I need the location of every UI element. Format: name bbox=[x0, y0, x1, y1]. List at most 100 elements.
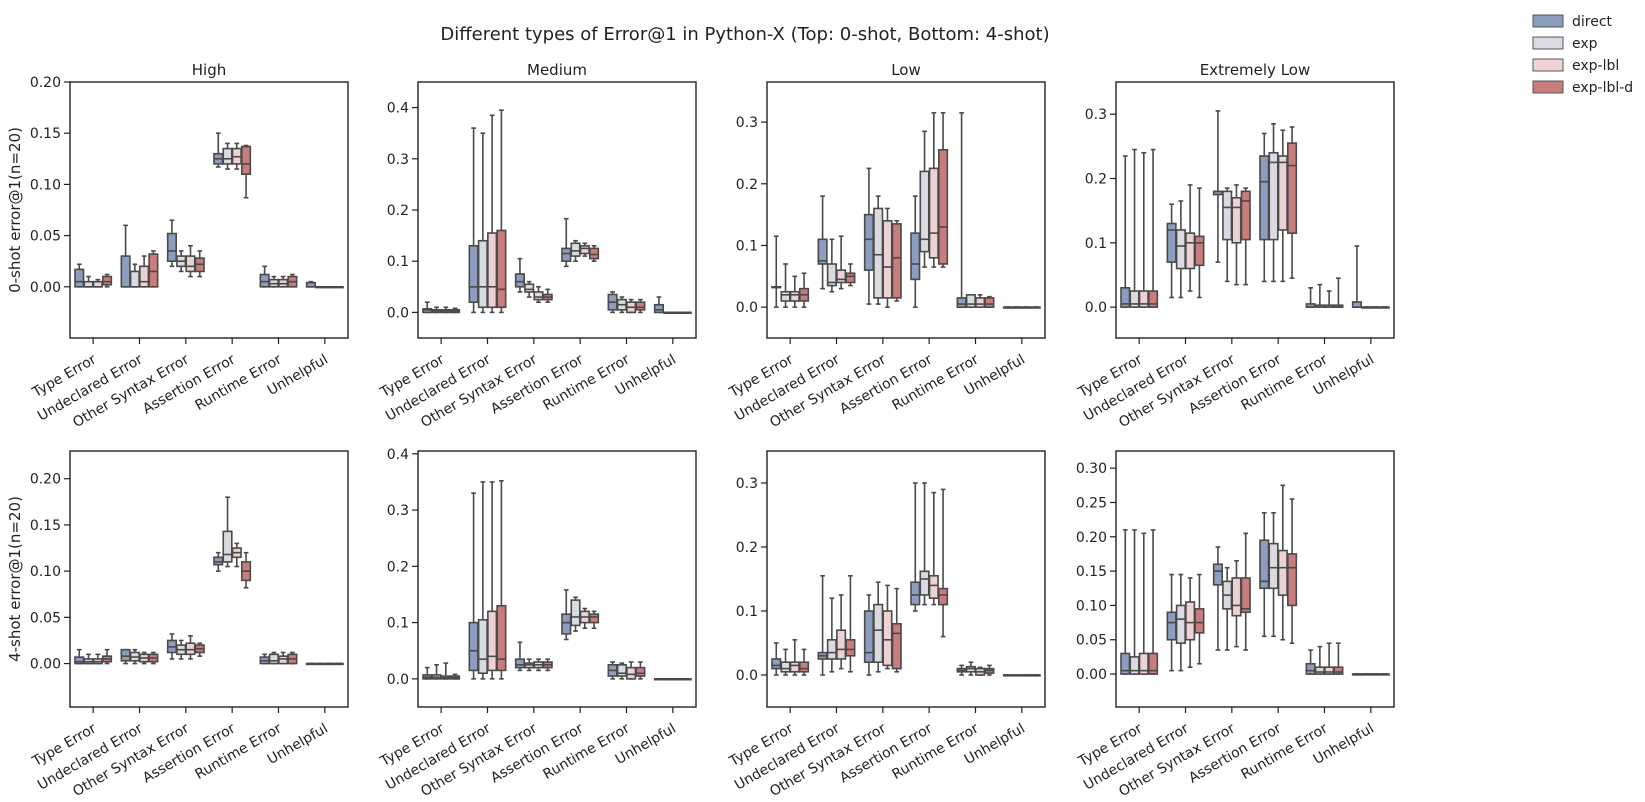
box-exp-type-error bbox=[1129, 529, 1140, 675]
box-exp-lbl-undeclared-error bbox=[139, 651, 150, 665]
box-exp-lbl-assertion-error-iqr bbox=[1277, 155, 1288, 231]
y-axis-label: 0-shot error@1(n=20) bbox=[6, 127, 24, 293]
box-exp-lbl-undeclared-error-iqr bbox=[487, 232, 498, 309]
box-exp-lbl-type-error bbox=[789, 638, 800, 676]
box-exp-lbl-other-syntax-error-iqr bbox=[1231, 577, 1242, 617]
box-exp-lbl-d-type-error bbox=[102, 273, 113, 288]
box-exp-lbl-type-error bbox=[440, 662, 451, 680]
box-exp-lbl-d-runtime-error bbox=[984, 295, 995, 308]
box-exp-type-error bbox=[1129, 148, 1140, 308]
box-exp-lbl-d-other-syntax-error bbox=[542, 658, 553, 672]
y-tick-label: 0.4 bbox=[387, 101, 409, 117]
box-exp-lbl-assertion-error-iqr bbox=[928, 574, 939, 599]
box-exp-unhelpful bbox=[663, 311, 674, 314]
box-exp-lbl-d-undeclared-error-iqr bbox=[148, 253, 159, 288]
box-exp-lbl-d-unhelpful bbox=[681, 311, 692, 314]
box-exp-lbl-d-assertion-error bbox=[241, 144, 252, 199]
box-exp-lbl-d-undeclared-error-iqr bbox=[1194, 608, 1205, 634]
box-exp-lbl-unhelpful bbox=[1370, 306, 1381, 309]
box-exp-lbl-d-type-error bbox=[450, 673, 461, 680]
box-direct-type-error bbox=[422, 666, 433, 680]
box-exp-lbl-other-syntax-error-iqr bbox=[882, 219, 893, 299]
box-exp-unhelpful bbox=[315, 285, 326, 289]
box-exp-runtime-error bbox=[1314, 645, 1325, 675]
box-exp-lbl-unhelpful bbox=[324, 285, 335, 289]
y-tick-label: 0.2 bbox=[387, 203, 409, 219]
box-direct-type-error bbox=[771, 235, 782, 308]
box-exp-lbl-undeclared-error-iqr bbox=[1185, 232, 1196, 270]
box-exp-unhelpful bbox=[1361, 673, 1372, 676]
legend-label-direct: direct bbox=[1572, 14, 1613, 30]
box-exp-lbl-undeclared-error bbox=[487, 481, 498, 680]
box-direct-type-error-iqr bbox=[74, 268, 85, 288]
box-exp-runtime-error bbox=[616, 296, 627, 314]
box-exp-lbl-d-undeclared-error bbox=[1194, 187, 1205, 299]
box-exp-assertion-error-iqr bbox=[919, 570, 930, 596]
box-exp-undeclared-error bbox=[477, 132, 488, 314]
box-exp-lbl-d-assertion-error bbox=[938, 112, 949, 268]
box-exp-lbl-type-error bbox=[92, 653, 103, 665]
y-tick-label: 0.3 bbox=[736, 476, 758, 492]
box-exp-lbl-runtime-error bbox=[975, 294, 986, 308]
box-direct-runtime-error bbox=[607, 291, 618, 314]
box-exp-lbl-d-undeclared-error bbox=[496, 109, 507, 314]
box-direct-other-syntax-error-iqr bbox=[514, 658, 525, 669]
box-direct-type-error bbox=[422, 301, 433, 314]
box-exp-lbl-undeclared-error-iqr bbox=[1185, 601, 1196, 641]
box-exp-lbl-assertion-error bbox=[1277, 129, 1288, 283]
box-exp-type-error bbox=[83, 275, 94, 288]
y-tick-label: 0.15 bbox=[1076, 564, 1107, 580]
box-exp-lbl-d-assertion-error-iqr bbox=[1287, 142, 1298, 234]
axes-frame bbox=[69, 81, 349, 339]
box-direct-assertion-error-iqr bbox=[910, 581, 921, 606]
box-direct-undeclared-error-iqr bbox=[817, 238, 828, 265]
y-tick-label: 0.10 bbox=[30, 177, 61, 193]
y-tick-label: 0.00 bbox=[1076, 667, 1107, 683]
box-exp-lbl-d-other-syntax-error bbox=[891, 219, 902, 302]
box-direct-undeclared-error-iqr bbox=[120, 255, 131, 288]
box-exp-lbl-assertion-error bbox=[579, 607, 590, 630]
box-direct-assertion-error-iqr bbox=[910, 232, 921, 281]
box-exp-lbl-unhelpful bbox=[1021, 306, 1032, 309]
box-direct-assertion-error bbox=[910, 482, 921, 612]
box-exp-type-error-iqr bbox=[780, 661, 791, 673]
box-exp-lbl-d-undeclared-error-iqr bbox=[496, 229, 507, 309]
box-direct-undeclared-error bbox=[1166, 203, 1177, 299]
y-tick-label: 0.15 bbox=[30, 518, 61, 534]
box-direct-undeclared-error bbox=[120, 648, 131, 665]
box-direct-other-syntax-error bbox=[863, 594, 874, 676]
box-exp-undeclared-error bbox=[477, 481, 488, 680]
axes-frame bbox=[1115, 450, 1395, 708]
box-exp-lbl-assertion-error-iqr bbox=[928, 167, 939, 259]
box-exp-lbl-unhelpful bbox=[1021, 674, 1032, 677]
box-exp-lbl-runtime-error-iqr bbox=[1324, 666, 1335, 675]
box-exp-lbl-d-runtime-error bbox=[635, 661, 646, 680]
box-direct-unhelpful bbox=[653, 296, 664, 314]
box-exp-lbl-d-type-error-iqr bbox=[102, 275, 113, 286]
box-exp-lbl-d-undeclared-error bbox=[148, 250, 159, 288]
box-exp-assertion-error bbox=[570, 239, 581, 263]
box-exp-lbl-assertion-error bbox=[1277, 484, 1288, 641]
box-direct-type-error bbox=[1120, 529, 1131, 675]
box-exp-runtime-error bbox=[1314, 283, 1325, 308]
box-exp-lbl-other-syntax-error-iqr bbox=[185, 642, 196, 656]
box-exp-lbl-undeclared-error bbox=[139, 255, 150, 288]
box-exp-lbl-assertion-error bbox=[231, 542, 242, 568]
box-direct-undeclared-error-iqr bbox=[468, 245, 479, 303]
box-direct-unhelpful-iqr bbox=[653, 303, 664, 314]
box-exp-lbl-d-other-syntax-error-iqr bbox=[1240, 577, 1251, 614]
box-direct-undeclared-error-iqr bbox=[120, 648, 131, 662]
box-direct-assertion-error bbox=[561, 217, 572, 268]
box-exp-lbl-d-type-error-iqr bbox=[1148, 290, 1159, 308]
legend: direct exp exp-lbl exp-lbl-d bbox=[1532, 14, 1633, 96]
box-exp-lbl-runtime-error bbox=[626, 298, 637, 314]
box-direct-other-syntax-error bbox=[1212, 546, 1223, 651]
box-exp-lbl-d-runtime-error bbox=[984, 664, 995, 676]
box-exp-lbl-d-undeclared-error-iqr bbox=[845, 272, 856, 284]
box-exp-assertion-error-iqr bbox=[1268, 151, 1279, 241]
y-tick-label: 0.3 bbox=[387, 152, 409, 168]
box-direct-unhelpful bbox=[1351, 245, 1362, 308]
